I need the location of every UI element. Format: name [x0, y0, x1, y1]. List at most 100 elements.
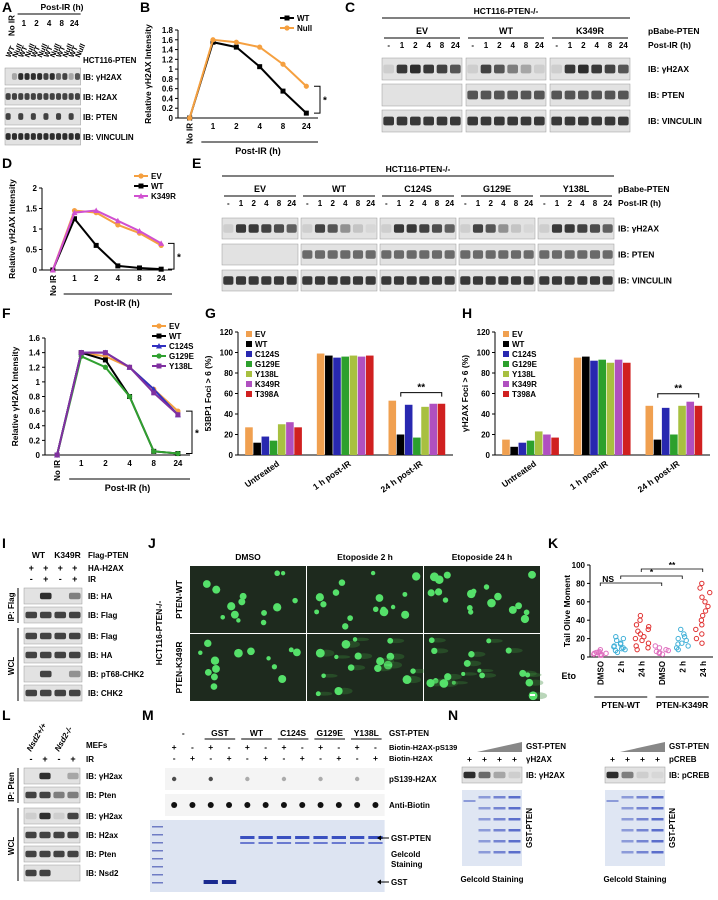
gel-band — [295, 836, 310, 839]
band — [444, 250, 455, 259]
band — [578, 90, 589, 100]
band — [534, 116, 545, 126]
comet-head — [210, 673, 218, 681]
comet-head — [314, 609, 320, 615]
label: - — [555, 41, 558, 50]
label: - — [301, 742, 304, 752]
bar — [670, 434, 678, 455]
dot — [299, 802, 306, 808]
y-tick-label: 80 — [224, 369, 233, 378]
comet-head — [390, 604, 396, 610]
legend-swatch — [503, 351, 509, 357]
band — [523, 224, 534, 233]
band — [39, 791, 51, 799]
comet-head — [442, 597, 449, 603]
y-tick-label: 0 — [229, 451, 234, 460]
label: 4 — [422, 199, 427, 208]
band — [39, 651, 52, 659]
gel-band — [350, 842, 365, 844]
y-axis-title: Relative γH2AX Intensity — [143, 24, 153, 124]
comet-head — [505, 647, 512, 654]
band — [25, 611, 38, 619]
band — [24, 73, 30, 80]
bar — [333, 357, 341, 455]
comet-head — [354, 652, 362, 660]
band — [551, 116, 562, 126]
bracket — [657, 393, 700, 398]
gel-band — [368, 842, 383, 844]
point — [656, 649, 663, 656]
label: WT — [250, 728, 264, 738]
dot — [171, 776, 177, 782]
bar — [510, 446, 518, 455]
band — [286, 224, 297, 233]
x-tick-label: 24 — [173, 459, 182, 468]
band — [381, 276, 392, 285]
band — [352, 276, 364, 285]
bar — [437, 403, 446, 455]
legend-label: T398A — [512, 390, 536, 399]
bar — [325, 355, 333, 455]
label: - — [30, 754, 33, 764]
gel-band — [636, 807, 649, 810]
band — [498, 250, 509, 259]
legend-swatch — [246, 331, 252, 337]
band — [365, 276, 376, 285]
bar — [316, 353, 325, 455]
band — [68, 611, 81, 619]
band — [393, 224, 405, 233]
label: Flag-PTEN — [88, 551, 129, 560]
band — [539, 250, 550, 259]
comet-head — [468, 609, 474, 615]
x-tick-label: 8 — [281, 122, 286, 131]
band — [564, 224, 575, 233]
x-tick-label: 24 h post-IR — [636, 458, 682, 494]
comet-head — [401, 610, 410, 619]
label: Y138L — [354, 728, 379, 738]
blot — [23, 845, 81, 863]
label: IB: VINCULIN — [618, 276, 672, 286]
band — [534, 64, 545, 74]
x-tick-label: 24 h — [637, 661, 646, 677]
bar — [294, 427, 302, 455]
gel-band — [621, 796, 634, 799]
band — [523, 276, 534, 285]
point — [233, 44, 239, 50]
band — [467, 64, 478, 74]
x-tick-label: 4 — [127, 459, 132, 468]
label: + — [497, 754, 502, 764]
label: 4 — [426, 41, 431, 50]
y-tick-label: 0.6 — [162, 85, 174, 94]
y-tick-label: 40 — [224, 410, 233, 419]
band — [480, 116, 492, 126]
label: pCREB — [669, 755, 697, 764]
label: + — [208, 742, 213, 752]
band — [39, 611, 52, 619]
band — [18, 113, 24, 120]
band — [340, 276, 351, 285]
comet-head — [220, 615, 226, 620]
label: 2 — [330, 199, 335, 208]
label: + — [72, 563, 77, 573]
gradient-wedge — [477, 742, 522, 752]
label: WCL — [7, 657, 16, 675]
band — [450, 116, 461, 126]
gel-band — [463, 800, 476, 802]
y-tick-label: 120 — [220, 328, 234, 337]
x-tick-label: No IR — [186, 123, 195, 144]
bar — [388, 400, 397, 455]
comet-tail — [461, 672, 478, 676]
band — [436, 64, 448, 74]
dot — [189, 802, 196, 808]
legend-label: T398A — [255, 390, 279, 399]
annotation: ** — [417, 383, 425, 394]
panel-letter: J — [148, 535, 156, 551]
label: 2 — [567, 199, 572, 208]
point — [136, 228, 143, 234]
bracket — [186, 410, 193, 455]
blot — [4, 67, 81, 86]
band — [396, 116, 408, 126]
comet-head — [525, 672, 531, 678]
label: pBabe-PTEN — [648, 26, 699, 36]
comet-tail — [451, 681, 468, 685]
